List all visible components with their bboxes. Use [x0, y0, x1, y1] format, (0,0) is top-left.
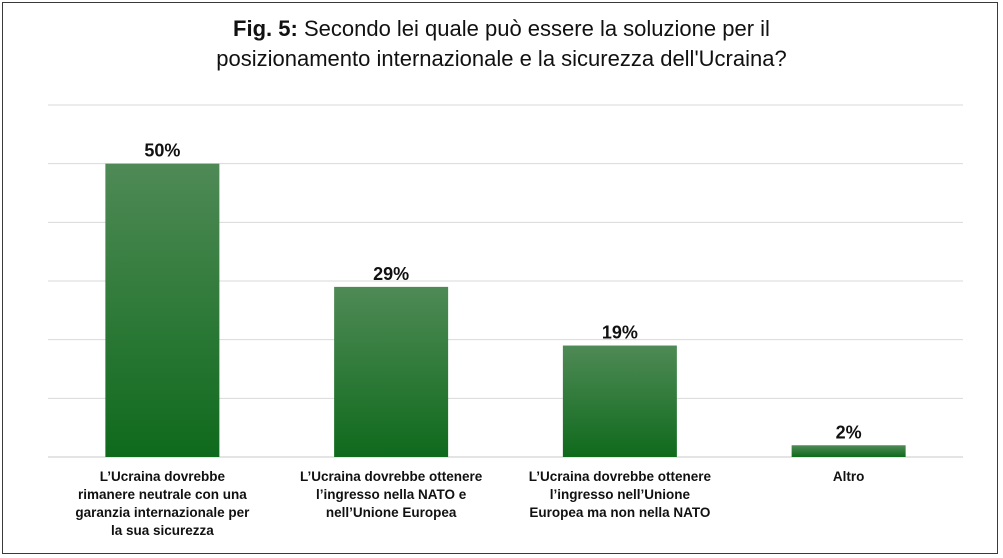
bar-2 — [334, 286, 449, 457]
data-labels: 50% 29% 19% 2% — [144, 141, 861, 443]
bars — [105, 163, 906, 457]
bar-3 — [562, 345, 677, 457]
data-label-4: 2% — [836, 422, 862, 442]
x-tick-label-line: l’ingresso nella NATO e — [315, 487, 467, 502]
bar-1 — [105, 163, 220, 457]
title-prefix: Fig. 5: — [233, 16, 298, 41]
x-tick-label-4: Altro — [734, 468, 964, 486]
x-tick-label-line: garanzia internazionale per — [75, 505, 250, 520]
x-tick-label-line: nell’Unione Europea — [325, 505, 457, 520]
title-line-1: Secondo lei quale può essere la soluzion… — [303, 16, 770, 41]
x-tick-label-line: L’Ucraina dovrebbe — [99, 469, 226, 484]
x-tick-label-line: L’Ucraina dovrebbe ottenere — [299, 469, 483, 484]
x-tick-label-3: L’Ucraina dovrebbe ottenere l’ingresso ne… — [505, 468, 735, 522]
data-label-1: 50% — [144, 141, 180, 161]
data-label-2: 29% — [373, 264, 409, 284]
x-tick-label-line: Altro — [832, 469, 865, 484]
x-tick-label-line: Europea ma non nella NATO — [529, 505, 711, 520]
title-line-2: posizionamento internazionale e la sicur… — [216, 46, 787, 71]
data-label-3: 19% — [602, 323, 638, 343]
chart-title: Fig. 5: Secondo lei quale può essere la … — [0, 14, 1003, 74]
x-tick-label-line: rimanere neutrale con una — [77, 487, 247, 502]
x-tick-label-1: L’Ucraina dovrebbe rimanere neutrale con … — [47, 468, 277, 540]
x-tick-label-line: l’ingresso nell’Unione — [549, 487, 691, 502]
x-tick-label-line: L’Ucraina dovrebbe ottenere — [528, 469, 712, 484]
bar-4 — [791, 445, 906, 457]
x-tick-label-line: la sua sicurezza — [110, 523, 214, 538]
x-tick-label-2: L’Ucraina dovrebbe ottenere l’ingresso ne… — [276, 468, 506, 522]
